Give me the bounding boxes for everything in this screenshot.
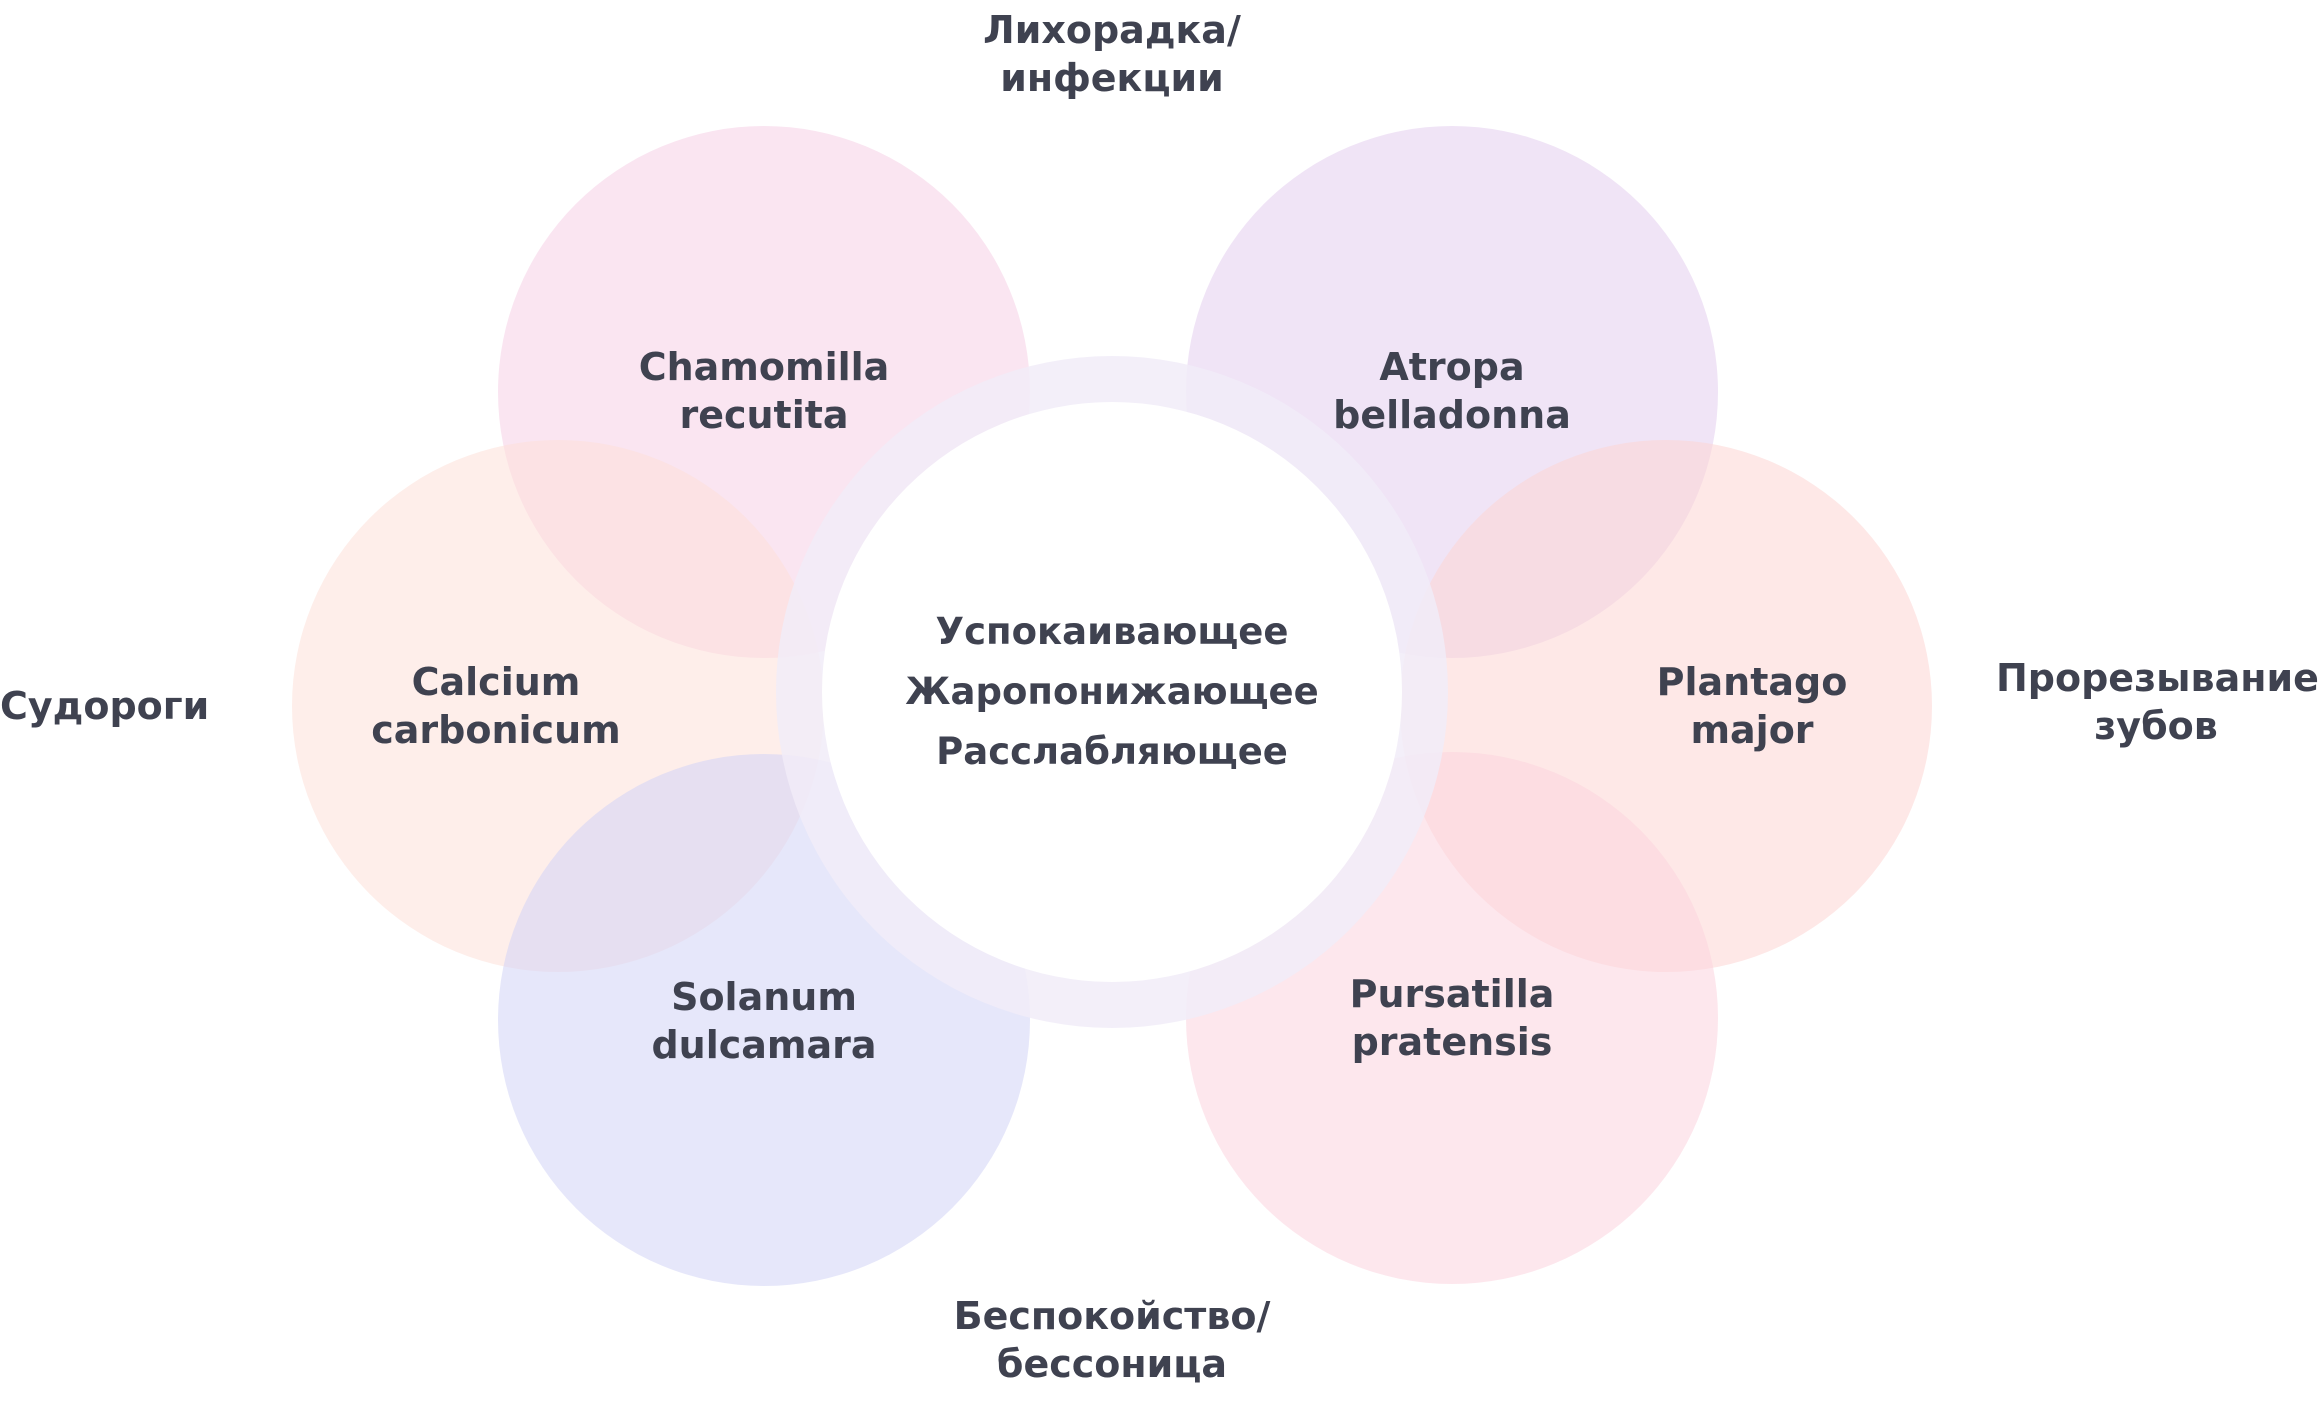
center-property-2: Жаропонижающее [905,670,1319,713]
center-property-1: Успокаивающее [935,610,1289,653]
outer-label-fever: Лихорадка/ инфекции [983,8,1241,100]
remedy-chamomilla-label: Chamomilla recutita [638,345,890,437]
remedy-atropa-label: Atropa belladonna [1333,345,1571,437]
remedy-circles [292,126,1932,1286]
center-property-3: Расслабляющее [936,730,1288,773]
center-circle [822,402,1402,982]
center-properties: Успокаивающее Жаропонижающее Расслабляющ… [862,602,1362,782]
outer-label-teething: Прорезывание зубов [1996,656,2319,748]
outer-label-convulsions: Судороги [0,684,210,728]
remedy-solanum-label: Solanum dulcamara [651,975,877,1067]
remedy-pursatilla-label: Pursatilla pratensis [1349,972,1555,1064]
remedy-calcium-label: Calcium carbonicum [371,660,621,752]
remedy-plantago-label: Plantago major [1656,660,1848,752]
outer-label-insomnia: Беспокойство/ бессоница [953,1294,1271,1386]
